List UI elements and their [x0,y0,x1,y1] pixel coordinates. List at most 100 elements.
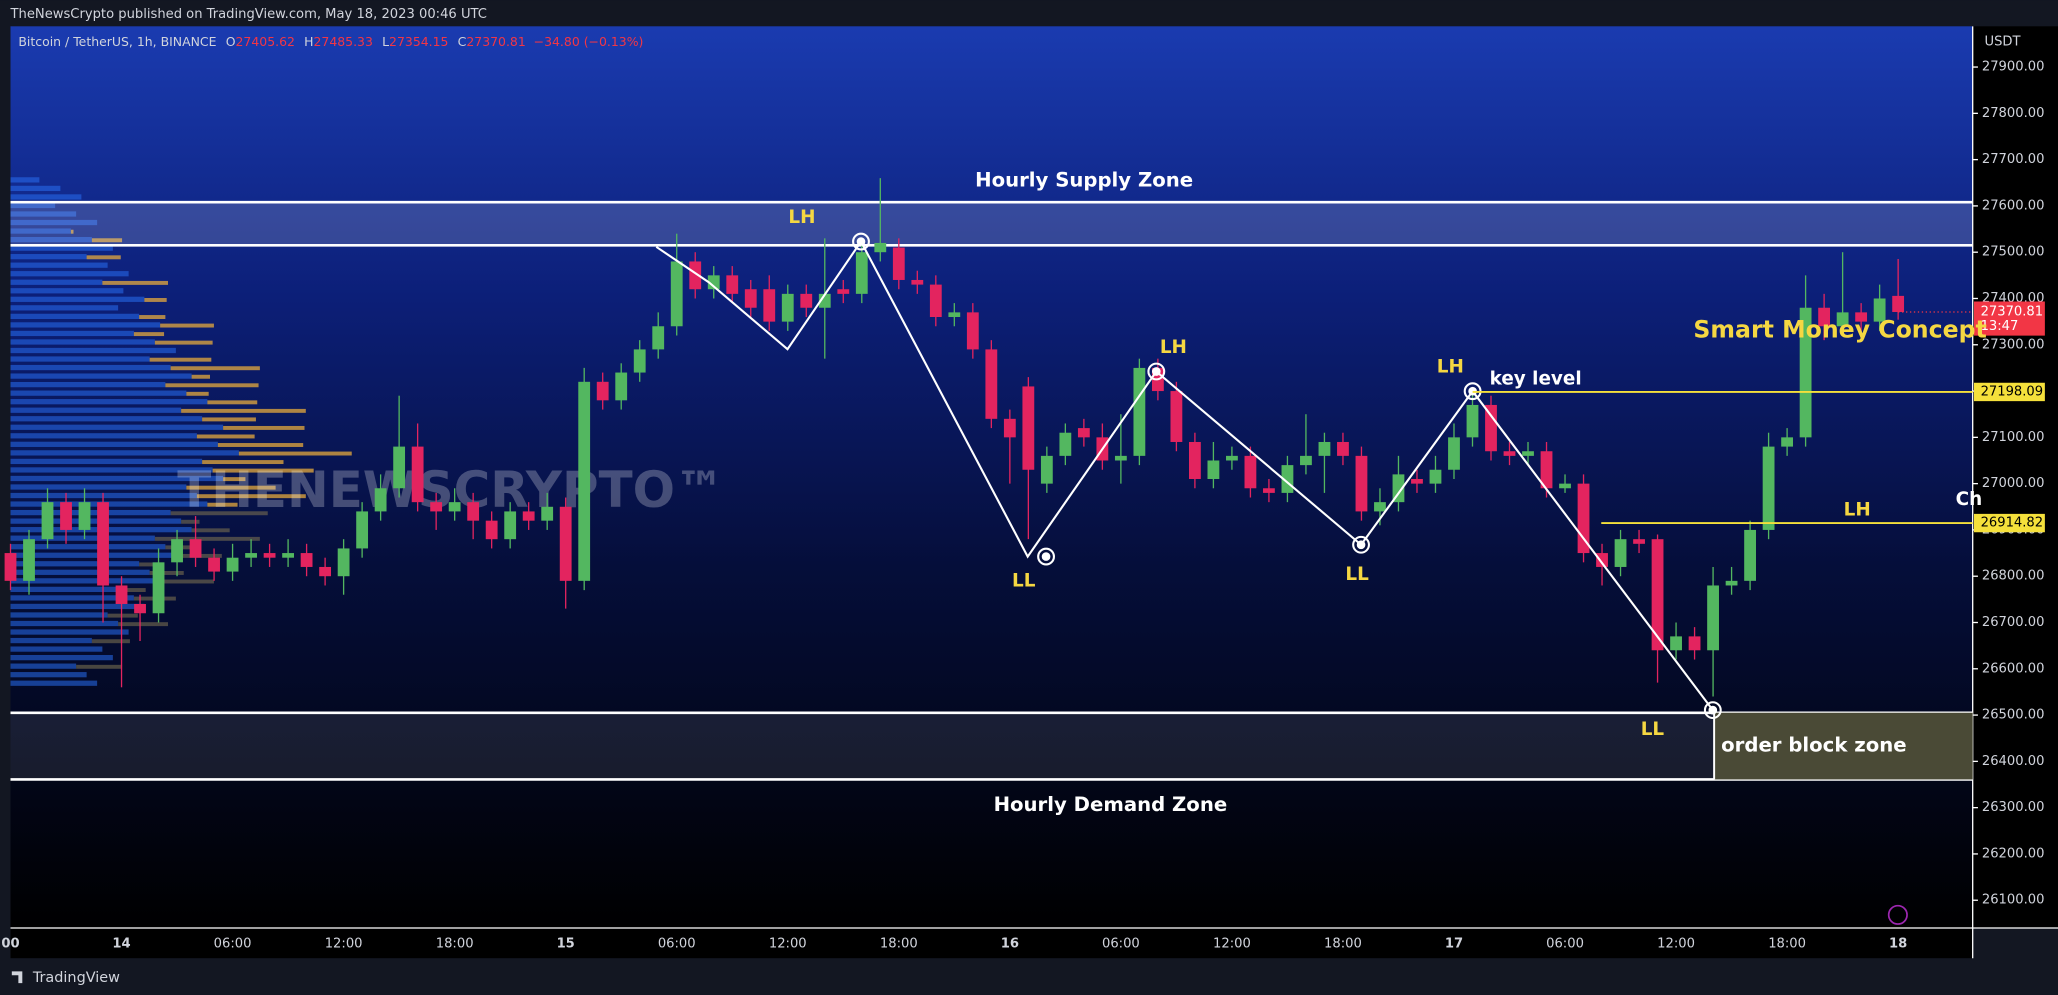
candle-body [1244,455,1257,489]
candle-body [1022,386,1035,470]
zigzag [655,239,1714,711]
plot-area [10,26,1973,928]
candle-body [911,279,924,285]
y-tick-label: 27700.00 [1982,152,2045,167]
candle-body [1577,483,1590,554]
candle-body [208,557,220,572]
price-tag [1974,513,2045,533]
x-tick-label: 12:00 [1657,936,1695,951]
annotation: LH [1437,357,1464,378]
x-tick-label: 18:00 [1768,936,1806,951]
candle-body [152,562,165,614]
candle-body [1633,539,1645,544]
candle-body [1799,307,1812,438]
annotation: LL [1641,719,1665,740]
x-tick-label: 12:00 [1213,936,1251,951]
candle-body [1873,298,1886,322]
currency: USDT [1985,35,2022,50]
candle-body [356,511,369,549]
candle-body [1818,307,1831,327]
candle-body [800,293,813,308]
x-tick-label: 18:00 [880,936,918,951]
brand: TradingView [32,970,120,986]
zone [10,202,1973,246]
candle-body [1781,437,1794,447]
y-tick-label: 27300.00 [1982,337,2045,352]
annotation: LL [1012,571,1036,592]
candle-body [448,502,461,512]
candle-body [652,326,665,350]
candle-body [263,553,276,558]
candle-body [1281,465,1294,493]
candle-body [689,261,702,290]
candle-body [1485,404,1497,452]
candle-body [1892,295,1905,312]
y-tick-label: 26400.00 [1982,754,2045,769]
y-tick-label: 26100.00 [1982,893,2045,908]
candle-body [1651,539,1664,651]
zone [10,712,1973,780]
legend-item: −34.80 (−0.13%) [534,34,644,49]
candle-body [1466,404,1479,438]
candle-body [189,539,202,558]
candle-body [615,372,628,401]
candle-body [1522,451,1534,456]
candle-body [467,502,480,521]
x-tick-label: 17 [1445,936,1463,951]
candle-body [374,488,387,512]
y-tick-label: 26300.00 [1982,800,2045,815]
price-tag-label: 27198.09 [1981,384,2044,399]
x-tick-label: 06:00 [1546,936,1584,951]
brand-logo [11,971,23,984]
zone-label: Hourly Supply Zone [975,169,1193,192]
legend: Bitcoin / TetherUS, 1h, BINANCE O27405.62… [18,34,643,49]
candle-body [1725,580,1738,586]
legend-item: L [382,34,389,49]
time-axis [10,928,1973,959]
y-tick-label: 26200.00 [1982,846,2045,861]
candle-body [1411,479,1423,484]
legend-item: 27485.33 [313,34,372,49]
candle-body [837,289,850,294]
countdown: 13:47 [1981,319,2019,334]
candle-body [1429,469,1442,484]
annotation: key level [1490,368,1582,389]
candle-body [1300,455,1312,466]
candle-body [522,511,535,521]
candle-body [966,312,979,350]
x-tick-label: 14 [112,936,130,951]
y-tick-label: 26600.00 [1982,661,2045,676]
x-tick-label: 12:00 [325,936,363,951]
legend-item: 27370.81 [466,34,525,49]
x-tick-label: 00 [1,936,19,951]
candle-body [559,506,572,581]
legend-item: 27354.15 [389,34,448,49]
candle-body [578,381,591,581]
annotation: LL [1345,564,1369,585]
candle-body [1374,502,1386,512]
volume-profile [10,177,352,686]
y-tick-label: 26800.00 [1982,569,2045,584]
candle-body [134,603,146,614]
candle-body [23,539,35,581]
annotation: Ch [1956,489,1983,510]
y-tick-label: 27500.00 [1982,245,2045,260]
candle-body [874,242,887,253]
candle-body [1670,636,1682,651]
candle-body [282,553,294,558]
alert-icon[interactable] [1887,904,1908,925]
candle-body [1688,636,1701,651]
candle-body [504,511,517,540]
candle-body [707,275,720,290]
price-tag-label: 26914.82 [1981,516,2044,531]
candle-body [1337,441,1349,456]
candle-body [319,566,332,577]
annotation: LH [788,207,815,228]
zone-label: Hourly Demand Zone [994,793,1228,816]
order-block [1714,712,1973,780]
candle-body [541,506,554,521]
candle-body [1503,451,1516,456]
candle-body [1188,441,1201,480]
legend-item: O [226,34,236,49]
